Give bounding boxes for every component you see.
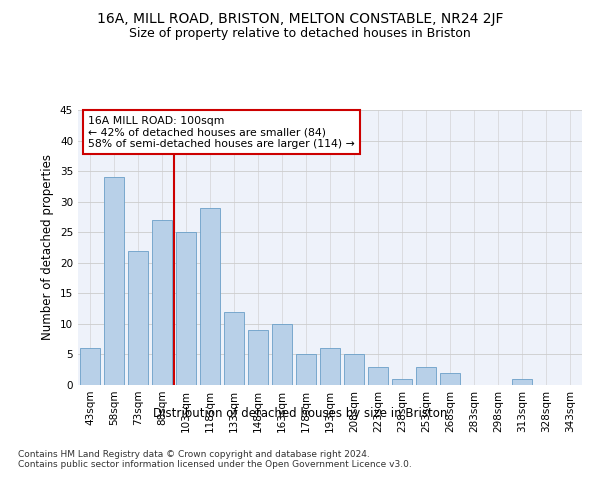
Bar — [296, 354, 316, 385]
Bar — [392, 379, 412, 385]
Bar — [104, 177, 124, 385]
Bar — [320, 348, 340, 385]
Text: 16A MILL ROAD: 100sqm
← 42% of detached houses are smaller (84)
58% of semi-deta: 16A MILL ROAD: 100sqm ← 42% of detached … — [88, 116, 355, 148]
Bar — [80, 348, 100, 385]
Text: Distribution of detached houses by size in Briston: Distribution of detached houses by size … — [153, 408, 447, 420]
Text: Contains HM Land Registry data © Crown copyright and database right 2024.
Contai: Contains HM Land Registry data © Crown c… — [18, 450, 412, 469]
Bar — [248, 330, 268, 385]
Bar — [200, 208, 220, 385]
Bar — [368, 366, 388, 385]
Bar — [440, 373, 460, 385]
Bar — [272, 324, 292, 385]
Bar — [224, 312, 244, 385]
Bar — [176, 232, 196, 385]
Bar — [416, 366, 436, 385]
Bar — [512, 379, 532, 385]
Text: 16A, MILL ROAD, BRISTON, MELTON CONSTABLE, NR24 2JF: 16A, MILL ROAD, BRISTON, MELTON CONSTABL… — [97, 12, 503, 26]
Text: Size of property relative to detached houses in Briston: Size of property relative to detached ho… — [129, 28, 471, 40]
Bar — [152, 220, 172, 385]
Bar — [344, 354, 364, 385]
Bar — [128, 250, 148, 385]
Y-axis label: Number of detached properties: Number of detached properties — [41, 154, 55, 340]
